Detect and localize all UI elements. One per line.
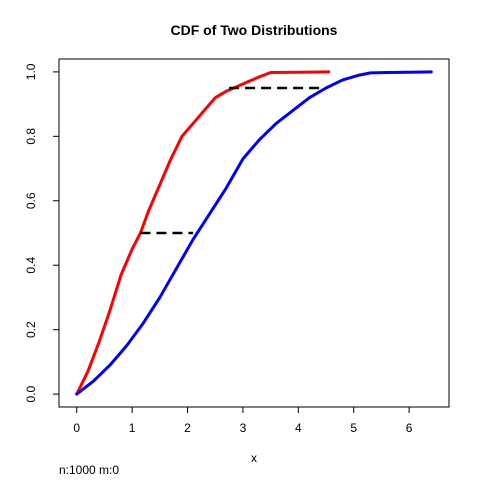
annotation-layer [140, 86, 327, 235]
y-tick-label: 0.0 [24, 385, 38, 402]
y-tick-label: 0.2 [24, 321, 38, 338]
chart-subtitle: n:1000 m:0 [59, 463, 119, 477]
series-line-1 [75, 70, 331, 396]
x-tick-label: 2 [184, 421, 191, 435]
series-line-2 [75, 70, 433, 396]
x-tick-label: 4 [295, 421, 302, 435]
chart-title: CDF of Two Distributions [171, 22, 338, 38]
x-tick-label: 1 [129, 421, 136, 435]
y-axis: 0.0 0.2 0.4 0.6 0.8 1.0 [24, 63, 60, 402]
x-axis: 0 1 2 3 4 5 6 [73, 406, 413, 435]
y-tick-label: 1.0 [24, 63, 38, 80]
y-tick-label: 0.8 [24, 128, 38, 145]
y-tick-label: 0.6 [24, 192, 38, 209]
x-tick-label: 3 [240, 421, 247, 435]
x-tick-label: 5 [350, 421, 357, 435]
x-axis-label: x [251, 451, 257, 465]
x-tick-label: 6 [406, 421, 413, 435]
x-tick-label: 0 [73, 421, 80, 435]
y-tick-label: 0.4 [24, 257, 38, 274]
series-layer [75, 70, 433, 396]
